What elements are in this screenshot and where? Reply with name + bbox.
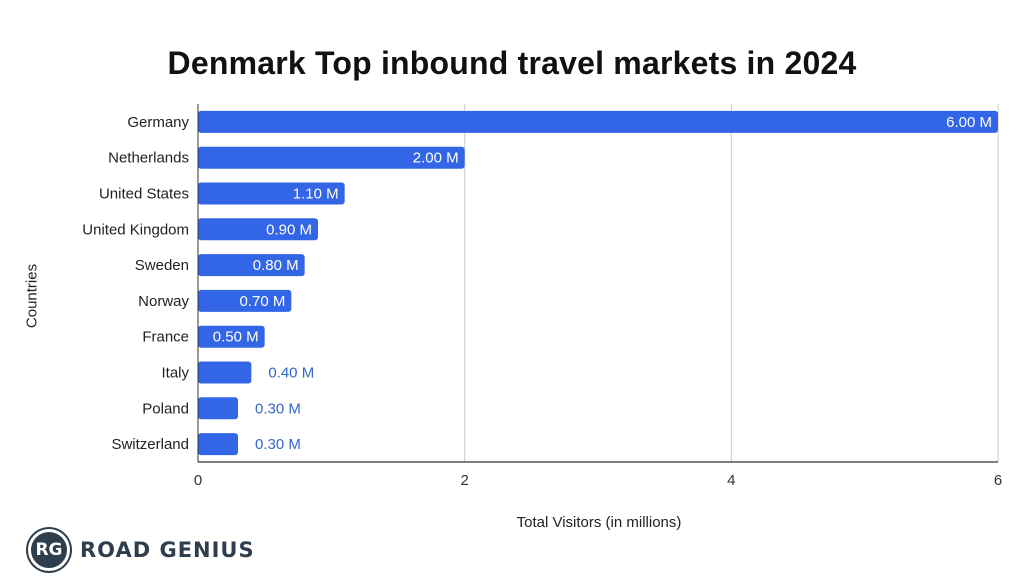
brand-name: ROAD GENIUS	[80, 538, 255, 562]
category-label: United Kingdom	[82, 221, 189, 238]
category-label: United States	[99, 186, 189, 203]
data-label: 1.10 M	[293, 186, 339, 203]
bars: 6.00 M 2.00 M 1.10 M 0.90 M 0.80 M 0.70 M 0.50…	[198, 110, 998, 456]
bar	[198, 182, 345, 205]
category-label: Italy	[161, 365, 189, 382]
data-label: 0.30 M	[255, 400, 301, 417]
data-label: 0.30 M	[255, 436, 301, 453]
data-label: 0.40 M	[268, 365, 314, 382]
data-label: 0.70 M	[239, 293, 285, 310]
bar	[198, 254, 305, 277]
y-axis-label: Countries	[23, 263, 41, 329]
category-label: Switzerland	[111, 436, 189, 453]
category-label: Germany	[127, 114, 189, 131]
bar	[198, 325, 265, 348]
bar	[198, 289, 292, 312]
category-label: Sweden	[135, 257, 189, 274]
road-genius-logo-icon: RG	[28, 529, 70, 571]
axes: 0 2 4 6 Germany Netherlands United States Unite…	[82, 104, 1002, 489]
category-label: Norway	[138, 293, 189, 310]
category-label: France	[142, 329, 189, 346]
bar	[198, 110, 998, 133]
data-label: 2.00 M	[413, 150, 459, 167]
data-label: 0.80 M	[253, 257, 299, 274]
x-tick-label: 6	[994, 472, 1002, 489]
x-tick-label: 2	[460, 472, 468, 489]
chart-title: Denmark Top inbound travel markets in 20…	[167, 45, 857, 81]
bar	[198, 361, 252, 384]
data-label: 6.00 M	[946, 114, 992, 131]
category-label: Poland	[142, 400, 189, 417]
bar	[198, 146, 465, 169]
gridlines	[464, 104, 999, 462]
bar	[198, 433, 238, 456]
x-tick-label: 0	[194, 472, 202, 489]
bar	[198, 397, 238, 420]
brand: RG ROAD GENIUS	[28, 528, 255, 572]
data-label: 0.50 M	[213, 329, 259, 346]
x-axis-label: Total Visitors (in millions)	[516, 514, 682, 531]
category-label: Netherlands	[108, 150, 189, 167]
x-tick-label: 4	[727, 472, 735, 489]
bar	[198, 218, 318, 241]
data-label: 0.90 M	[266, 221, 312, 238]
